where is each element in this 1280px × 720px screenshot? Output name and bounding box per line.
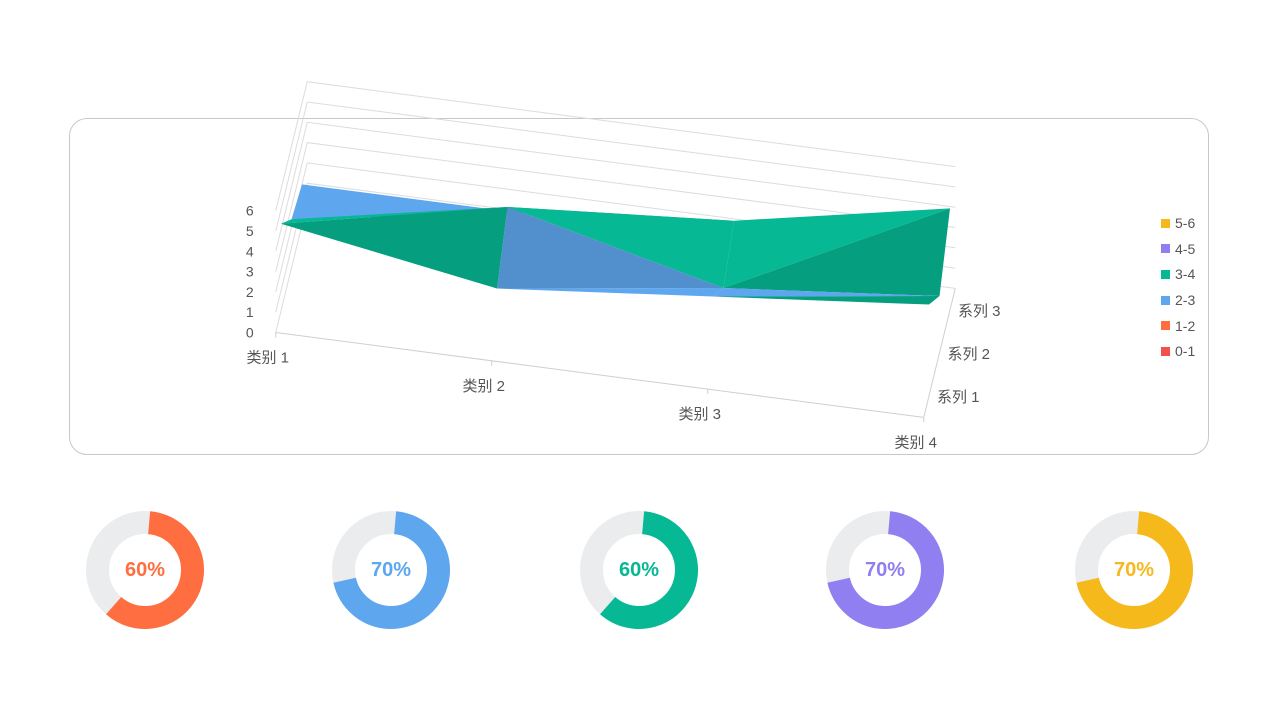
gridline xyxy=(275,142,956,272)
z-axis-tick-label: 5 xyxy=(246,223,254,239)
donut-chart-3: 60% xyxy=(580,511,698,629)
legend-label: 2-3 xyxy=(1175,292,1196,309)
surface-face xyxy=(723,208,950,297)
z-axis-tick-label: 3 xyxy=(246,264,254,280)
legend-label: 3-4 xyxy=(1175,266,1196,283)
legend-label: 0-1 xyxy=(1175,343,1196,360)
surface-face xyxy=(497,288,724,297)
legend-label: 1-2 xyxy=(1175,317,1196,334)
surface-face xyxy=(713,288,940,297)
legend-swatch xyxy=(1161,218,1170,228)
x-axis-line xyxy=(275,332,924,418)
legend-label: 5-6 xyxy=(1175,215,1196,232)
x-axis-tick-label: 类别 2 xyxy=(462,378,505,395)
legend-item: 2-3 xyxy=(1161,291,1195,310)
legend-item: 3-4 xyxy=(1161,265,1195,284)
donut-ring xyxy=(1075,511,1193,629)
donut-percent-label: 60% xyxy=(618,558,660,581)
gridline xyxy=(275,101,956,232)
legend-item: 5-6 xyxy=(1161,214,1195,233)
axis-ticks: 0 1 2 3 4 5 6 类别 1 类别 2 类别 3 类别 4 系列 1 系列 2 系列 3 xyxy=(246,203,1001,452)
donut-ring xyxy=(332,511,450,629)
donut-ring xyxy=(580,511,698,629)
z-axis-tick-label: 0 xyxy=(246,325,254,341)
legend-swatch xyxy=(1161,295,1170,305)
legend-swatch xyxy=(1161,346,1170,356)
surface-face xyxy=(281,206,508,289)
legend-item: 4-5 xyxy=(1161,240,1195,259)
depth-axis-line xyxy=(923,288,956,418)
surface-face xyxy=(497,206,724,289)
gridline xyxy=(275,162,956,293)
z-axis-tick-label: 6 xyxy=(246,203,254,219)
surface-face xyxy=(713,296,940,305)
legend-item: 1-2 xyxy=(1161,316,1195,335)
donut-percent-label: 60% xyxy=(124,558,166,581)
donut-chart-2: 70% xyxy=(332,511,450,629)
donut-ring xyxy=(826,511,944,629)
legend-swatch xyxy=(1161,269,1170,279)
series-axis-tick-label: 系列 3 xyxy=(958,303,1001,320)
legend-swatch xyxy=(1161,244,1170,254)
donut-percent-label: 70% xyxy=(864,558,906,581)
donut-chart-4: 70% xyxy=(826,511,944,629)
x-axis-tick-label: 类别 3 xyxy=(678,406,721,423)
donut-percent-label: 70% xyxy=(1113,558,1155,581)
series-axis-tick-label: 系列 2 xyxy=(948,346,991,363)
legend-swatch xyxy=(1161,321,1170,331)
donut-ring xyxy=(86,511,204,629)
gridline xyxy=(275,81,956,211)
z-axis-tick-label: 4 xyxy=(246,243,254,259)
x-axis-tick-label: 类别 4 xyxy=(894,434,937,451)
donut-chart-5: 70% xyxy=(1075,511,1193,629)
x-axis-tick-label: 类别 1 xyxy=(246,350,289,367)
chart-legend: 5-6 4-5 3-4 2-3 1-2 0-1 xyxy=(1161,214,1195,361)
z-axis-tick-label: 1 xyxy=(246,304,254,320)
gridline xyxy=(275,121,956,252)
series-axis-tick-label: 系列 1 xyxy=(937,389,980,406)
legend-label: 4-5 xyxy=(1175,240,1196,257)
donut-percent-label: 70% xyxy=(370,558,412,581)
legend-item: 0-1 xyxy=(1161,342,1195,361)
z-axis-tick-label: 2 xyxy=(246,284,254,300)
donut-chart-1: 60% xyxy=(86,511,204,629)
surface-face xyxy=(507,206,734,289)
surface-plot xyxy=(281,184,950,305)
